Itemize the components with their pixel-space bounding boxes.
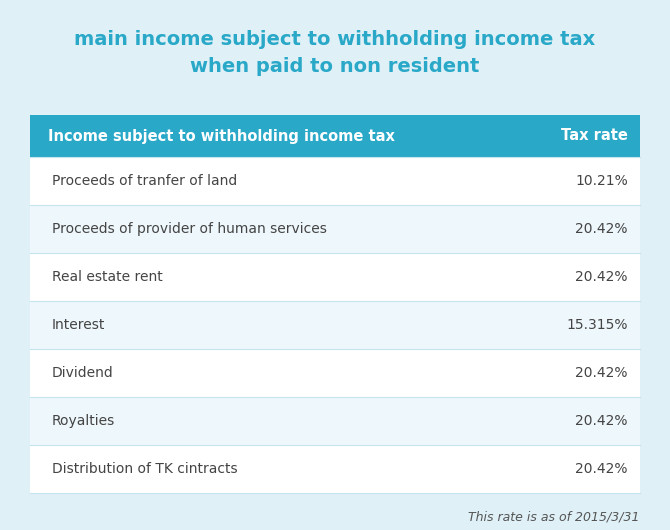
Text: Income subject to withholding income tax: Income subject to withholding income tax <box>48 128 395 144</box>
Text: 20.42%: 20.42% <box>576 462 628 476</box>
Text: Proceeds of provider of human services: Proceeds of provider of human services <box>52 222 327 236</box>
Text: 20.42%: 20.42% <box>576 222 628 236</box>
Text: main income subject to withholding income tax
when paid to non resident: main income subject to withholding incom… <box>74 30 596 75</box>
Text: Dividend: Dividend <box>52 366 114 380</box>
Text: 20.42%: 20.42% <box>576 414 628 428</box>
Bar <box>30 205 640 253</box>
Bar <box>30 349 640 397</box>
Text: Distribution of TK cintracts: Distribution of TK cintracts <box>52 462 238 476</box>
Text: Royalties: Royalties <box>52 414 115 428</box>
Text: Real estate rent: Real estate rent <box>52 270 163 284</box>
Text: 20.42%: 20.42% <box>576 270 628 284</box>
Text: Proceeds of tranfer of land: Proceeds of tranfer of land <box>52 174 237 188</box>
Text: 10.21%: 10.21% <box>576 174 628 188</box>
Text: Interest: Interest <box>52 318 105 332</box>
Bar <box>30 301 640 349</box>
Bar <box>30 445 640 493</box>
Text: This rate is as of 2015/3/31: This rate is as of 2015/3/31 <box>468 511 640 524</box>
Bar <box>30 253 640 301</box>
Bar <box>30 115 640 157</box>
Bar <box>30 157 640 205</box>
Text: 20.42%: 20.42% <box>576 366 628 380</box>
Text: 15.315%: 15.315% <box>567 318 628 332</box>
Bar <box>30 397 640 445</box>
Text: Tax rate: Tax rate <box>561 128 628 144</box>
